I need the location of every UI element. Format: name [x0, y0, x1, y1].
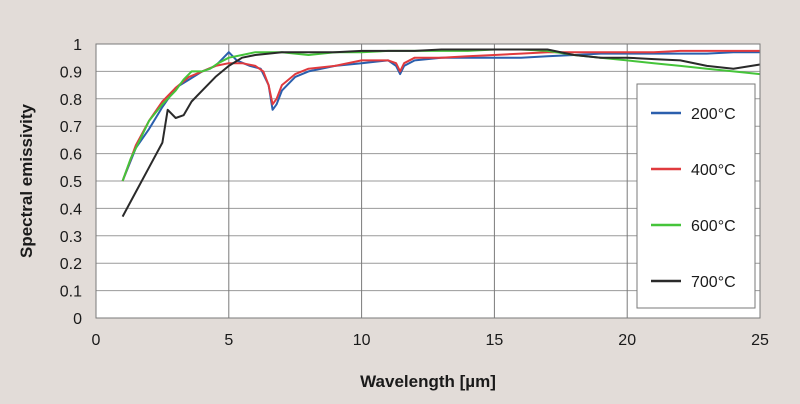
series-line-700C: [121, 48, 761, 218]
y-tick-label: 0.6: [60, 147, 82, 164]
legend-label: 600°C: [691, 218, 736, 235]
y-tick-label: 0.9: [60, 64, 82, 81]
x-tick-label: 5: [224, 332, 233, 349]
x-tick-label: 20: [618, 332, 636, 349]
y-tick-label: 1: [73, 37, 82, 54]
y-axis-title: Spectral emissivity: [17, 103, 36, 258]
y-tick-label: 0.2: [60, 256, 82, 273]
x-tick-label: 25: [751, 332, 769, 349]
x-tick-label: 10: [353, 332, 371, 349]
x-axis-title: Wavelength [µm]: [360, 372, 496, 391]
y-tick-label: 0.1: [60, 284, 82, 301]
legend-label: 400°C: [691, 162, 736, 179]
series-layer: [121, 48, 761, 218]
x-tick-label: 15: [486, 332, 504, 349]
legend: 200°C 400°C 600°C 700°C: [636, 83, 756, 309]
y-tick-label: 0.3: [60, 229, 82, 246]
x-tick-label: 0: [92, 332, 101, 349]
legend-label: 200°C: [691, 106, 736, 123]
legend-label: 700°C: [691, 274, 736, 291]
y-axis-ticks: 0 0.1 0.2 0.3 0.4 0.5 0.6 0.7 0.8 0.9 1: [60, 37, 82, 328]
legend-box: [636, 83, 756, 309]
plot-frame: [95, 43, 761, 319]
x-axis-ticks: 0 5 10 15 20 25: [92, 332, 769, 349]
y-tick-label: 0.4: [60, 201, 82, 218]
legend-items: 200°C 400°C 600°C 700°C: [651, 106, 736, 291]
y-tick-label: 0.5: [60, 174, 82, 191]
y-tick-label: 0.7: [60, 119, 82, 136]
y-tick-label: 0.8: [60, 92, 82, 109]
y-tick-label: 0: [73, 311, 82, 328]
